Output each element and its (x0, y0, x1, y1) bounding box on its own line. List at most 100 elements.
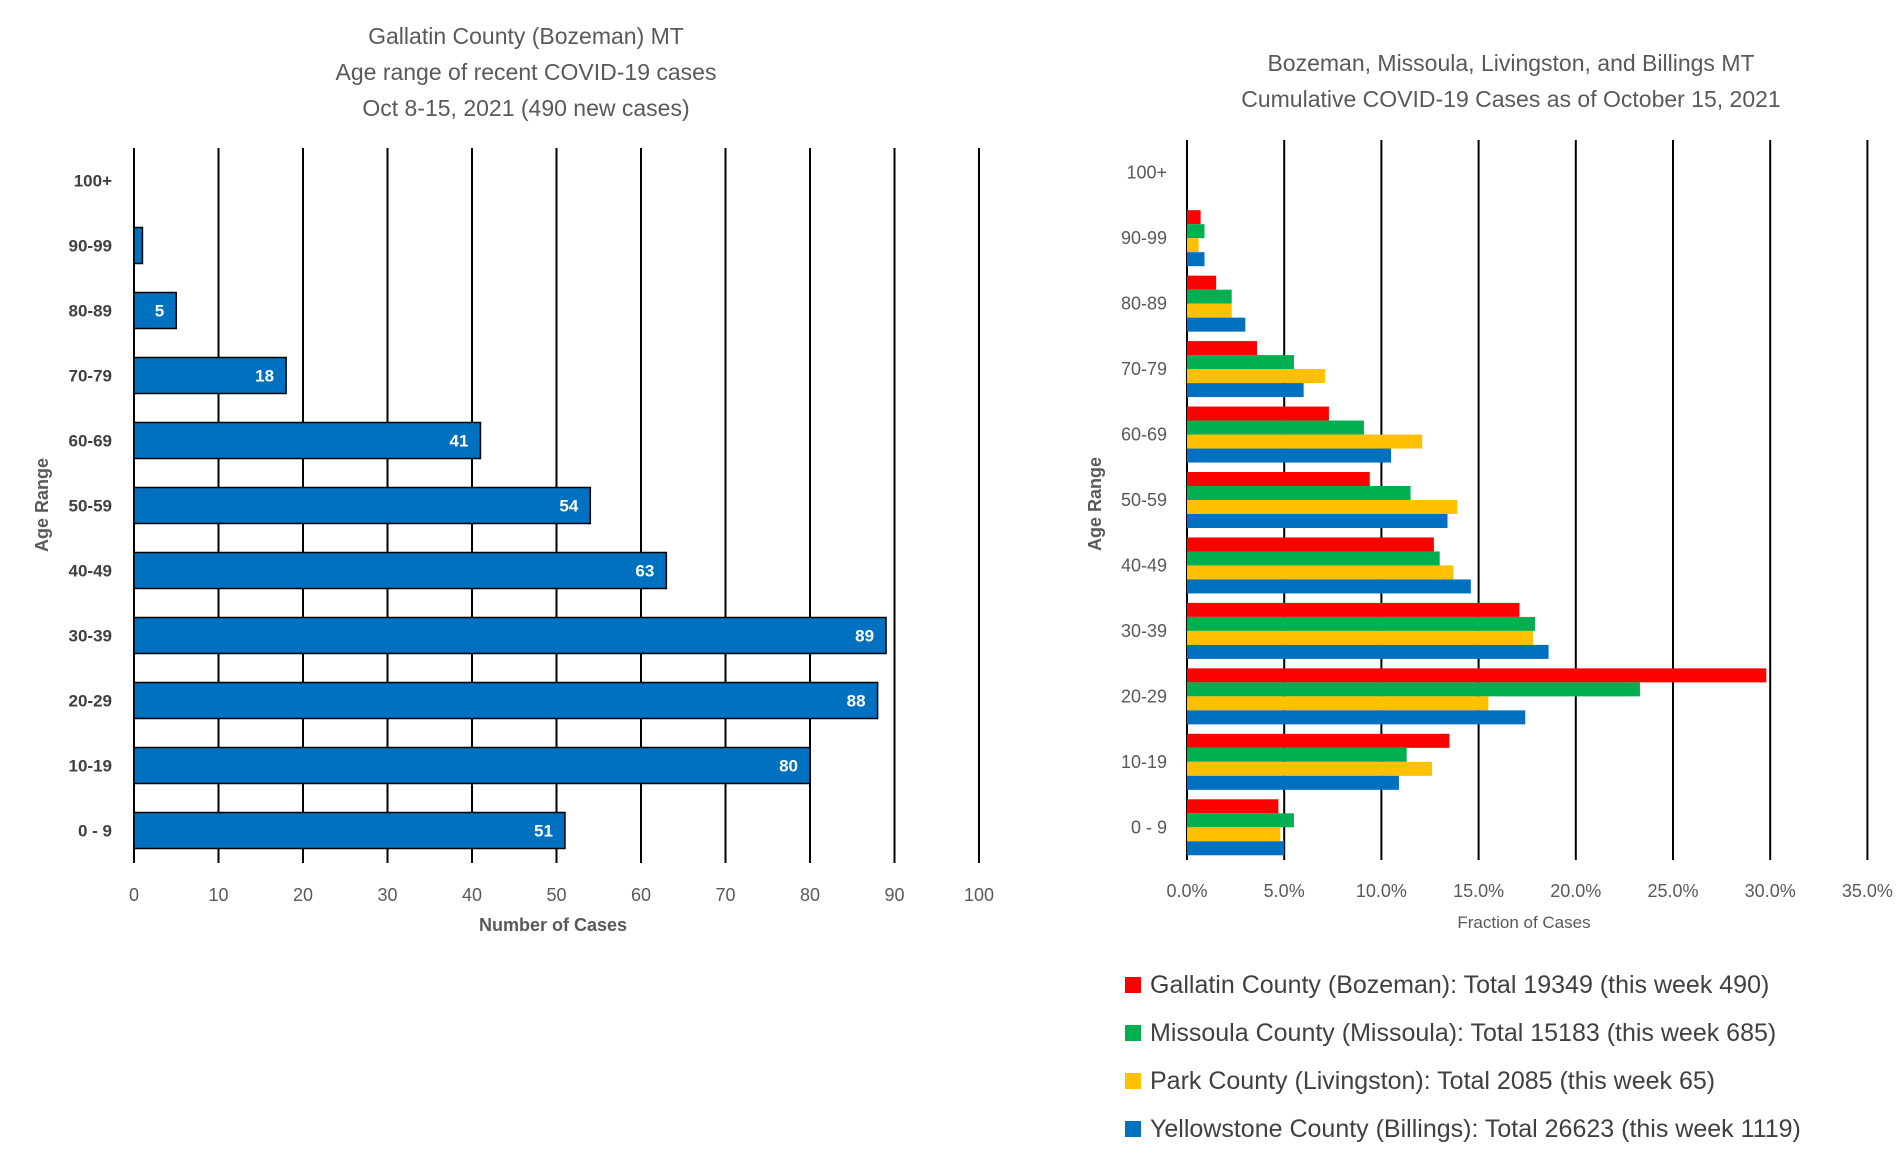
chart1-x-tick: 10 (208, 885, 228, 905)
chart2-bar (1187, 434, 1423, 449)
chart1-category-label: 40-49 (69, 562, 112, 581)
chart2-y-axis-label: Age Range (1085, 457, 1105, 551)
chart1-x-tick: 0 (129, 885, 139, 905)
chart2-title-line-1: Bozeman, Missoula, Livingston, and Billi… (1267, 50, 1754, 76)
chart2-bar (1187, 289, 1232, 304)
chart2-bar (1187, 238, 1199, 253)
chart2-bar (1187, 303, 1232, 318)
chart1-x-tick-labels: 0 10 20 30 40 50 60 70 80 90 100 (129, 885, 994, 905)
chart1-category-label: 70-79 (69, 367, 112, 386)
chart1-bars (133, 226, 887, 850)
chart1-bar (133, 226, 144, 265)
chart1-data-label: 41 (450, 432, 469, 451)
chart1-data-label: 54 (559, 497, 578, 516)
chart1-data-label: 88 (847, 692, 866, 711)
chart2-x-tick: 30.0% (1745, 881, 1796, 901)
chart1-x-tick: 30 (377, 885, 397, 905)
chart2-bar (1187, 710, 1526, 725)
chart1-bar (133, 551, 668, 590)
chart1-x-tick: 40 (462, 885, 482, 905)
chart2-legend-swatch (1125, 1073, 1141, 1089)
chart2-bar (1187, 224, 1205, 239)
chart1-x-tick: 20 (293, 885, 313, 905)
chart1-data-label: 63 (635, 562, 654, 581)
chart2-bar (1187, 252, 1205, 267)
chart2-category-label: 70-79 (1121, 359, 1167, 379)
chart1-bar (133, 486, 592, 525)
chart2-bar (1187, 406, 1329, 421)
chart2-bar (1187, 775, 1399, 790)
chart1-category-label: 20-29 (69, 692, 112, 711)
chart2-category-label: 60-69 (1121, 425, 1167, 445)
chart2-category-label: 90-99 (1121, 228, 1167, 248)
chart2-x-tick: 15.0% (1453, 881, 1504, 901)
chart2-bar (1187, 355, 1294, 370)
chart1-data-label: 89 (855, 627, 874, 646)
chart2-bar (1187, 827, 1281, 842)
chart1-bar (133, 616, 887, 655)
chart2-x-tick: 10.0% (1356, 881, 1407, 901)
chart1-data-label: 18 (255, 367, 274, 386)
chart2-bar (1187, 761, 1432, 776)
chart2-bar (1187, 799, 1279, 814)
chart2-bar (1187, 602, 1520, 617)
chart2-x-tick: 5.0% (1264, 881, 1305, 901)
chart1-bar (133, 681, 879, 720)
chart1-title-line-1: Gallatin County (Bozeman) MT (368, 23, 684, 49)
chart2-category-label: 40-49 (1121, 555, 1167, 575)
chart-gallatin-age-range: Gallatin County (Bozeman) MT Age range o… (32, 23, 994, 935)
chart1-category-label: 60-69 (69, 432, 112, 451)
chart2-legend-label: Park County (Livingston): Total 2085 (th… (1150, 1067, 1715, 1095)
chart2-bar (1187, 616, 1535, 631)
chart1-data-labels: 51 80 88 89 63 54 41 18 5 (155, 302, 874, 841)
chart2-category-label: 20-29 (1121, 686, 1167, 706)
chart1-title-line-3: Oct 8-15, 2021 (490 new cases) (362, 95, 689, 121)
chart2-bar (1187, 500, 1458, 514)
chart1-category-label: 90-99 (69, 237, 112, 256)
chart2-x-axis-label: Fraction of Cases (1457, 913, 1590, 932)
chart2-category-label: 10-19 (1121, 752, 1167, 772)
chart2-bar (1187, 420, 1364, 435)
chart2-bar (1187, 668, 1767, 683)
chart2-bar (1187, 841, 1285, 856)
chart1-category-label: 100+ (74, 172, 112, 191)
chart2-bar (1187, 644, 1549, 659)
chart2-x-tick-labels: 0.0% 5.0% 10.0% 15.0% 20.0% 25.0% 30.0% 35.0% (1166, 881, 1892, 901)
chart1-x-tick: 60 (631, 885, 651, 905)
chart2-category-label: 100+ (1126, 163, 1167, 183)
chart2-category-label: 50-59 (1121, 490, 1167, 510)
chart2-bar (1187, 210, 1201, 225)
chart2-bar (1187, 733, 1450, 748)
chart1-x-axis-label: Number of Cases (479, 915, 627, 935)
chart1-bar (133, 746, 811, 785)
chart2-bar (1187, 486, 1411, 500)
chart1-x-tick: 80 (800, 885, 820, 905)
chart2-x-tick: 25.0% (1647, 881, 1698, 901)
chart1-x-tick: 90 (884, 885, 904, 905)
chart1-x-tick: 50 (546, 885, 566, 905)
chart2-bar (1187, 341, 1257, 356)
chart2-legend-label: Yellowstone County (Billings): Total 266… (1150, 1115, 1801, 1143)
chart2-x-tick: 0.0% (1166, 881, 1207, 901)
chart1-category-label: 10-19 (69, 757, 112, 776)
chart2-bar (1187, 514, 1448, 528)
chart1-category-labels: 0 - 9 10-19 20-29 30-39 40-49 50-59 60-69 70-79… (69, 172, 113, 841)
chart2-legend-swatch (1125, 1025, 1141, 1041)
chart1-bar (133, 291, 177, 330)
chart2-bar (1187, 383, 1304, 398)
chart2-title-line-2: Cumulative COVID-19 Cases as of October … (1241, 86, 1780, 112)
chart2-bar (1187, 369, 1326, 384)
chart2-legend-swatch (1125, 1121, 1141, 1137)
chart2-bars (1187, 210, 1767, 856)
chart1-title-line-2: Age range of recent COVID-19 cases (336, 59, 717, 85)
chart2-legend-label: Missoula County (Missoula): Total 15183 … (1150, 1019, 1776, 1047)
chart2-bar (1187, 537, 1434, 552)
chart2-bar (1187, 565, 1454, 580)
chart2-x-tick: 35.0% (1842, 881, 1893, 901)
chart1-bar (133, 421, 482, 460)
chart1-data-label: 80 (779, 757, 798, 776)
chart2-bar (1187, 275, 1217, 290)
chart2-bar (1187, 682, 1640, 697)
chart1-bar (133, 356, 287, 395)
